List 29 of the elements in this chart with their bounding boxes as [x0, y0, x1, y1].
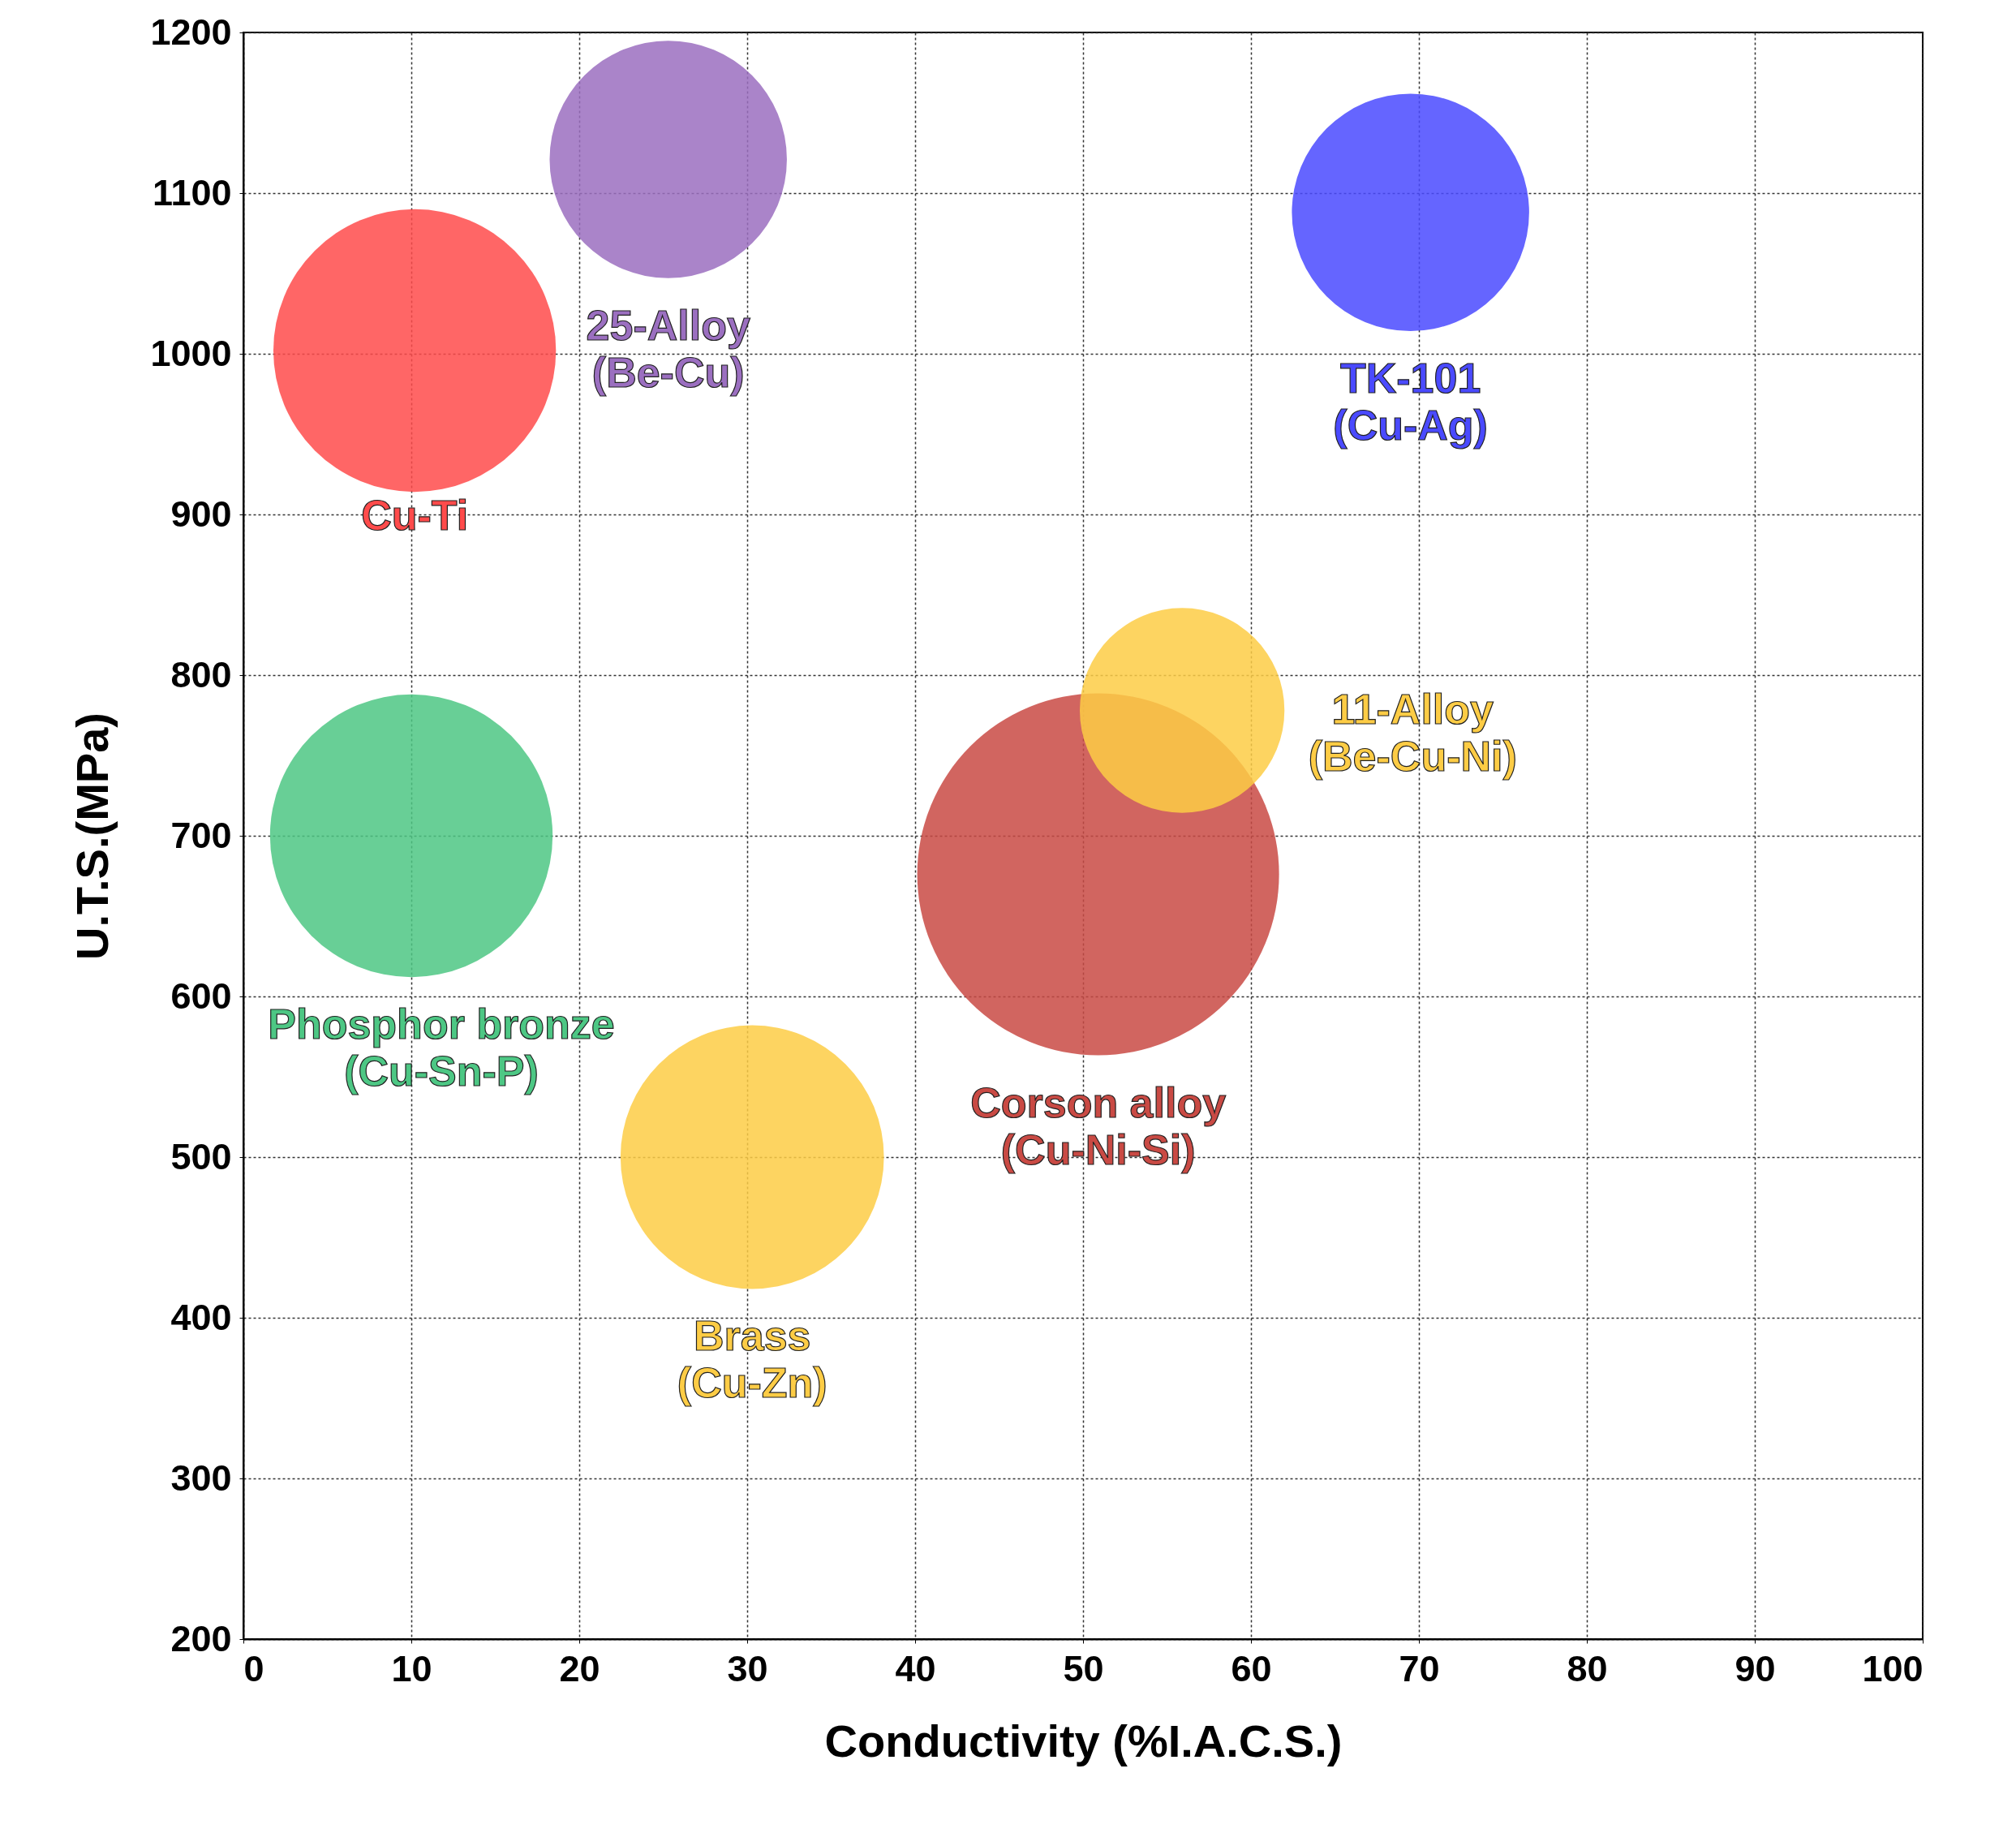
series-label: 11-Alloy (Be-Cu-Ni)	[1308, 685, 1517, 780]
y-tick-label: 200	[170, 1617, 232, 1659]
y-tick-label: 800	[170, 653, 232, 695]
x-tick-label: 90	[1734, 1647, 1776, 1689]
y-tick-label: 300	[170, 1457, 232, 1499]
y-tick-label: 1000	[150, 332, 232, 374]
y-tick-label: 500	[170, 1135, 232, 1177]
x-tick-label: 30	[727, 1647, 768, 1689]
x-tick-label: 10	[391, 1647, 432, 1689]
series-label: TK-101 (Cu-Ag)	[1333, 354, 1488, 449]
y-tick-label: 1200	[150, 11, 232, 53]
y-axis-title: U.T.S.(MPa)	[67, 712, 118, 960]
x-tick-label: 20	[559, 1647, 600, 1689]
y-tick-label: 1100	[152, 171, 232, 213]
series-label: 25-Alloy (Be-Cu)	[586, 301, 750, 396]
x-tick-label: 60	[1231, 1647, 1272, 1689]
series-label: Brass (Cu-Zn)	[677, 1312, 827, 1407]
y-tick-label: 400	[170, 1296, 232, 1338]
y-tick-label: 600	[170, 975, 232, 1017]
series-label: Phosphor bronze (Cu-Sn-P)	[268, 1000, 615, 1095]
x-tick-label: 80	[1567, 1647, 1608, 1689]
x-tick-label: 50	[1063, 1647, 1104, 1689]
x-axis-title: Conductivity (%I.A.C.S.)	[824, 1715, 1343, 1766]
x-tick-label: 70	[1399, 1647, 1440, 1689]
y-tick-label: 900	[170, 493, 232, 535]
x-tick-label: 40	[895, 1647, 936, 1689]
x-tick-label: 100	[1862, 1647, 1924, 1689]
x-tick-label: 0	[243, 1647, 264, 1689]
y-tick-label: 700	[170, 814, 232, 856]
